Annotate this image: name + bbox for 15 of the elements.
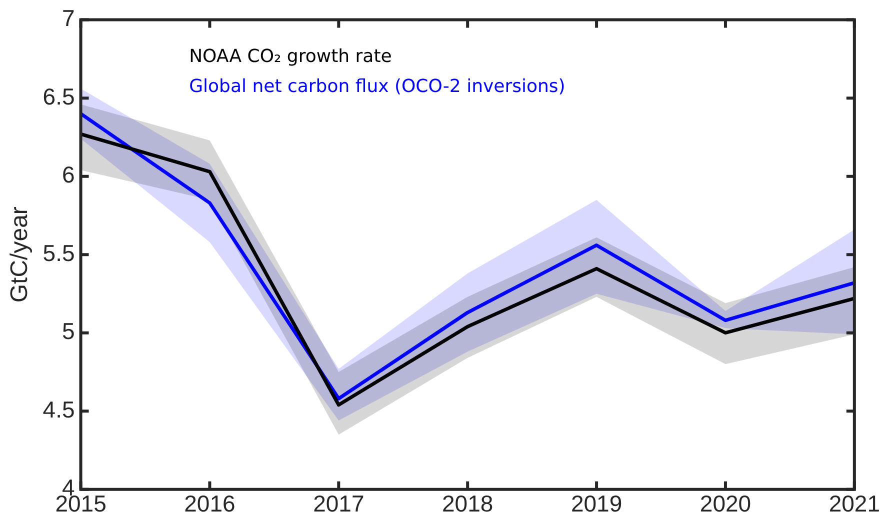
y-tick-label: 4.5 — [42, 396, 75, 422]
text: NOAA CO₂ growth rate — [189, 44, 393, 69]
x-tick-label: 2018 — [442, 490, 494, 517]
text: Global net carbon flux (OCO-2 inversions) — [189, 74, 566, 99]
y-tick-label: 6.5 — [42, 83, 75, 110]
x-tick-label: 2016 — [184, 490, 236, 517]
y-tick-label: 7 — [62, 5, 75, 32]
y-tick-label: 6 — [62, 162, 75, 188]
x-tick-label: 2021 — [828, 490, 880, 517]
y-tick-label: 5 — [62, 318, 75, 344]
x-tick-label: 2020 — [700, 490, 752, 517]
y-axis-title: GtC/year — [6, 206, 34, 303]
x-tick-label: 2019 — [570, 490, 622, 517]
y-tick-label: 5.5 — [42, 240, 75, 266]
x-tick-label: 2017 — [313, 490, 364, 517]
